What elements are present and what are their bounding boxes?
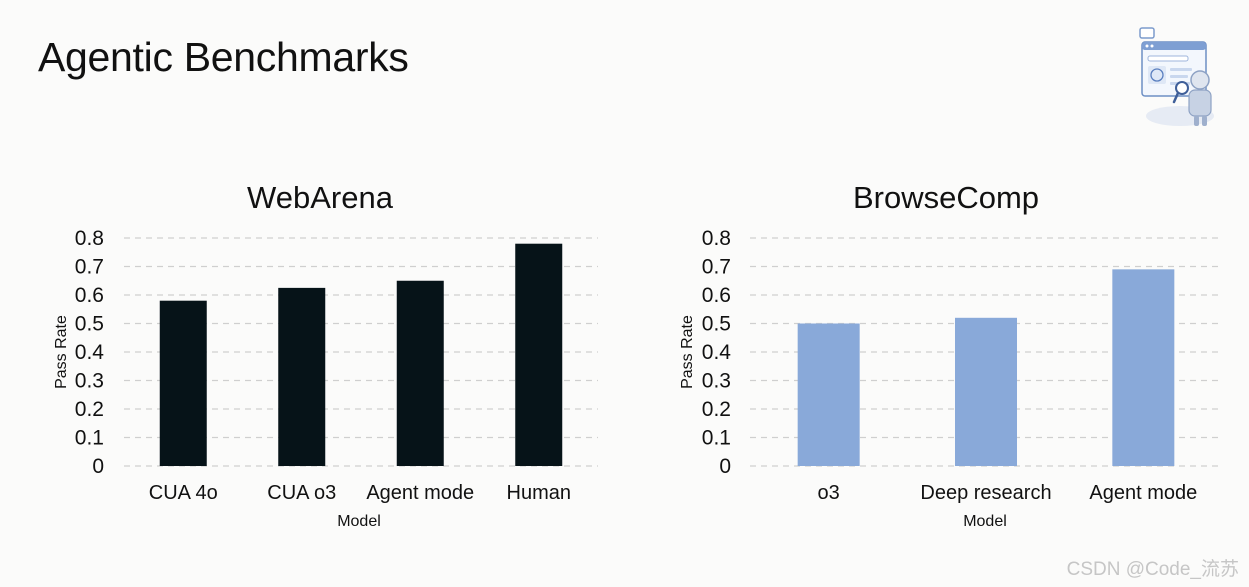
y-tick-label: 0.4 (75, 341, 105, 364)
y-tick-label: 0.1 (75, 427, 104, 450)
chart-browsecomp: BrowseComp 0 0.1 0.2 0.3 0.4 0.5 0.6 0.7 0.8 Pass … (679, 180, 1222, 530)
y-tick-label: 0.5 (75, 313, 104, 336)
x-category-label: o3 (818, 482, 840, 504)
y-tick-label: 0 (719, 455, 731, 478)
bar (159, 300, 207, 466)
y-axis-label: Pass Rate (53, 315, 70, 389)
y-tick-label: 0.8 (75, 227, 104, 250)
watermark: CSDN @Code_流苏 (1066, 559, 1239, 580)
x-category-label: Human (507, 482, 571, 504)
slide-title: Agentic Benchmarks (38, 34, 409, 80)
x-axis-label: Model (963, 513, 1007, 530)
y-tick-label: 0.3 (75, 370, 104, 393)
y-tick-label: 0.7 (75, 256, 104, 279)
y-tick-label: 0.6 (702, 284, 731, 307)
bar (1112, 269, 1175, 466)
y-tick-label: 0.2 (702, 398, 731, 421)
y-tick-label: 0.2 (75, 398, 104, 421)
y-tick-label: 0.1 (702, 427, 731, 450)
browser-robot-illustration-icon (1139, 27, 1214, 126)
y-tick-label: 0.6 (75, 284, 104, 307)
chart-webarena: WebArena 0 0.1 0.2 0.3 0.4 0.5 0.6 0.7 0.8 Pass Ra… (53, 180, 598, 530)
y-tick-label: 0.3 (702, 370, 731, 393)
y-tick-label: 0.8 (702, 227, 731, 250)
x-category-label: Agent mode (366, 482, 474, 504)
chart-title: BrowseComp (853, 180, 1039, 215)
bar (955, 317, 1017, 466)
bar (797, 323, 860, 466)
x-category-label: Deep research (920, 482, 1051, 504)
y-tick-label: 0 (92, 455, 104, 478)
x-category-label: CUA o3 (267, 482, 336, 504)
x-axis-label: Model (337, 513, 381, 530)
y-tick-label: 0.5 (702, 313, 731, 336)
bar (396, 280, 444, 466)
bar (515, 243, 563, 466)
y-tick-label: 0.4 (702, 341, 732, 364)
y-axis-label: Pass Rate (679, 315, 696, 389)
y-tick-label: 0.7 (702, 256, 731, 279)
x-category-label: Agent mode (1089, 482, 1197, 504)
chart-title: WebArena (247, 180, 394, 215)
x-category-label: CUA 4o (149, 482, 218, 504)
bar (278, 287, 326, 466)
